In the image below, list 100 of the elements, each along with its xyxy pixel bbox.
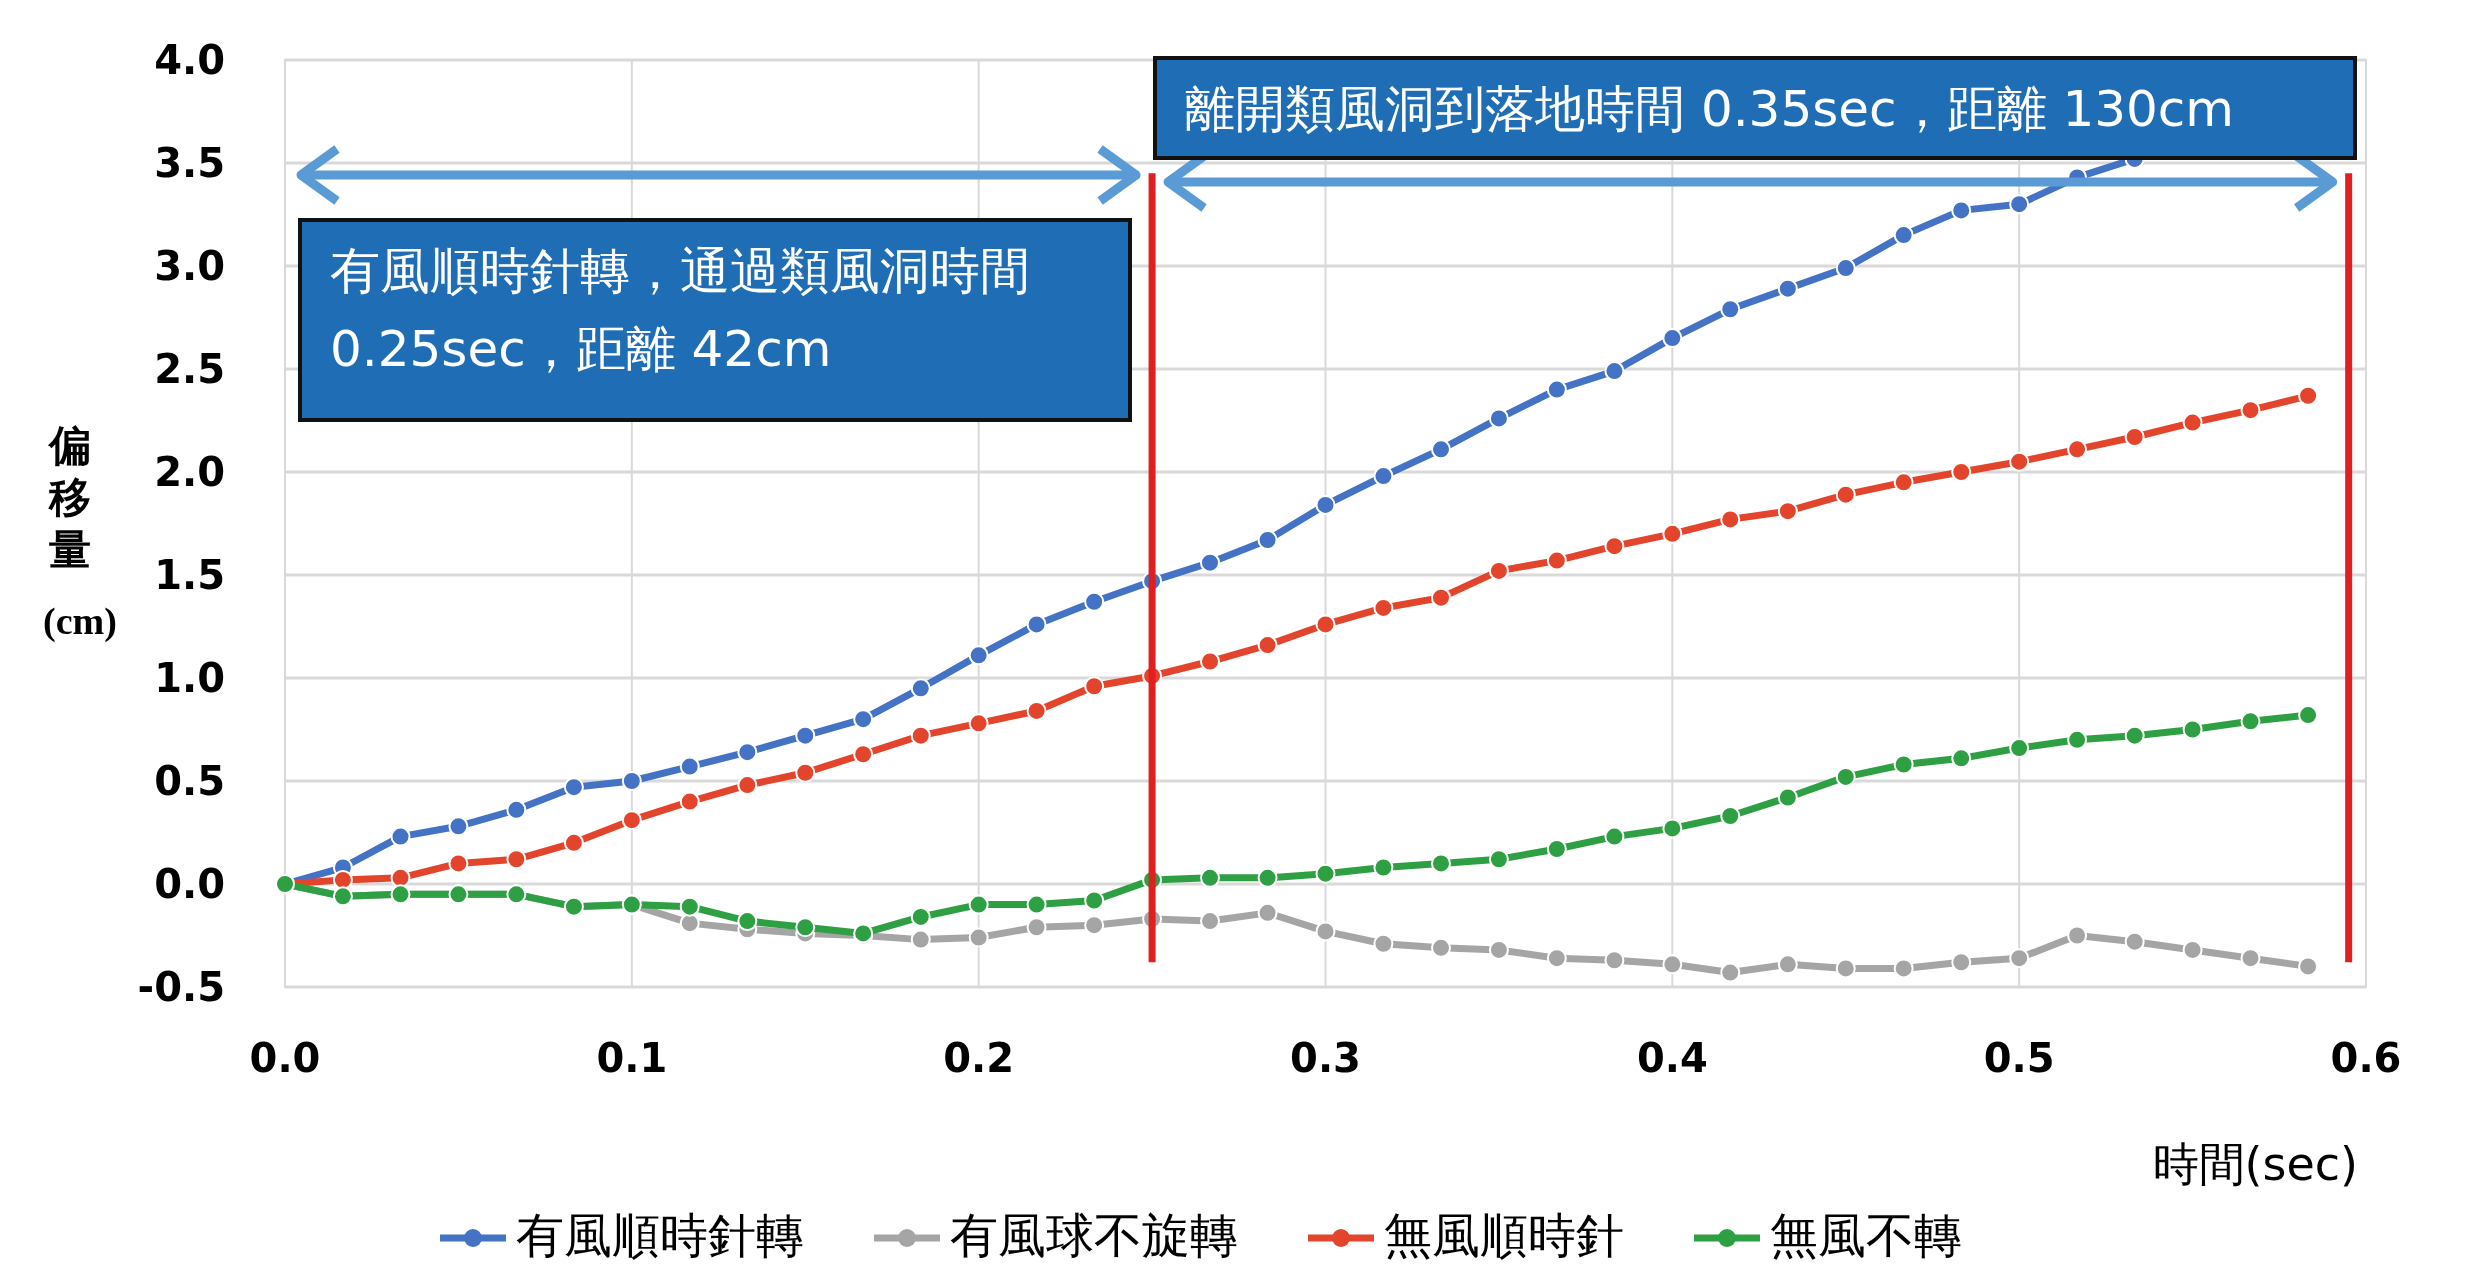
point — [1835, 766, 1856, 787]
x-tick-label: 0.1 — [596, 1035, 668, 1081]
point — [1662, 523, 1683, 544]
point — [1200, 651, 1220, 672]
point — [2240, 711, 2261, 732]
y-tick-label: 4.0 — [154, 37, 225, 83]
point — [2009, 948, 2030, 969]
point — [621, 810, 642, 831]
point — [1893, 472, 1914, 493]
point — [2240, 400, 2261, 421]
point — [679, 791, 700, 812]
point — [506, 799, 527, 820]
point — [910, 725, 931, 746]
point — [506, 849, 527, 870]
legend-label: 有風球不旋轉 — [950, 1207, 1238, 1263]
y-tick-label: 3.0 — [154, 243, 225, 289]
point — [1257, 867, 1278, 888]
y-tick-label: 2.5 — [154, 346, 225, 392]
point — [1777, 501, 1798, 522]
point — [1777, 787, 1798, 808]
y-tick-label: 0.5 — [154, 758, 225, 804]
point — [1373, 597, 1394, 618]
x-tick-label: 0.6 — [2330, 1035, 2402, 1081]
point — [1546, 948, 1567, 969]
point — [2067, 729, 2088, 750]
point — [332, 869, 353, 890]
point — [1315, 863, 1336, 884]
point — [1257, 902, 1278, 923]
point — [2009, 738, 2030, 759]
point — [1893, 754, 1914, 775]
point — [1084, 591, 1105, 612]
point — [2298, 385, 2319, 406]
legend-label: 無風不轉 — [1770, 1207, 1962, 1263]
point — [2009, 194, 2030, 215]
point — [1200, 552, 1220, 573]
point — [563, 777, 584, 798]
point — [1835, 484, 1856, 505]
point — [1084, 915, 1105, 936]
point — [2067, 925, 2088, 946]
point — [1026, 894, 1047, 915]
point — [2124, 725, 2145, 746]
point — [1720, 509, 1741, 530]
point — [1026, 917, 1047, 938]
point — [968, 645, 989, 666]
point — [1431, 937, 1451, 958]
point — [968, 927, 989, 948]
point — [2009, 451, 2030, 472]
point — [1200, 911, 1220, 932]
point — [1604, 536, 1625, 557]
point — [1835, 258, 1856, 279]
point — [1720, 962, 1741, 983]
point — [795, 725, 816, 746]
point — [1662, 954, 1683, 975]
point — [1604, 950, 1625, 971]
point — [679, 756, 700, 777]
x-tick-label: 0.2 — [943, 1035, 1015, 1081]
point — [679, 896, 700, 917]
annotation: 離開類風洞到落地時間 0.35sec，距離 130cm — [1185, 79, 2236, 140]
point — [795, 917, 816, 938]
y-tick-label: 1.0 — [154, 655, 225, 701]
y-tick-label: 2.0 — [154, 449, 225, 495]
point — [968, 713, 989, 734]
point — [679, 913, 700, 934]
point — [1257, 529, 1278, 550]
point — [853, 744, 874, 765]
point — [448, 816, 469, 837]
point — [1200, 867, 1220, 888]
point — [737, 742, 758, 763]
x-tick-label: 0.0 — [249, 1035, 321, 1081]
point — [1373, 933, 1394, 954]
point — [795, 762, 816, 783]
y-tick-label: 0.0 — [154, 861, 225, 907]
point — [621, 771, 642, 791]
point — [1835, 958, 1856, 979]
point — [1546, 379, 1567, 400]
point — [1084, 890, 1105, 911]
point — [2182, 939, 2203, 960]
legend-label: 無風順時針 — [1384, 1207, 1624, 1263]
point — [1951, 952, 1972, 973]
point — [910, 678, 931, 699]
x-axis-title: 時間(sec) — [2152, 1137, 2358, 1191]
point — [1257, 635, 1278, 656]
point — [1604, 361, 1625, 382]
point — [2124, 931, 2145, 952]
point — [968, 894, 989, 915]
y-tick-label: 1.5 — [154, 552, 225, 598]
point — [1488, 408, 1509, 429]
point — [1026, 700, 1047, 721]
point — [1720, 299, 1741, 320]
annotation: 有風順時針轉，通過類風洞時間 0.25sec，距離 42cm — [330, 241, 1031, 380]
point — [1546, 838, 1567, 859]
point — [1893, 958, 1914, 979]
point — [1373, 466, 1394, 487]
point — [2124, 426, 2145, 447]
point — [1315, 494, 1336, 515]
point — [1488, 560, 1509, 581]
point — [1951, 200, 1972, 221]
point — [448, 853, 469, 874]
point — [1893, 225, 1914, 246]
point — [2182, 412, 2203, 433]
